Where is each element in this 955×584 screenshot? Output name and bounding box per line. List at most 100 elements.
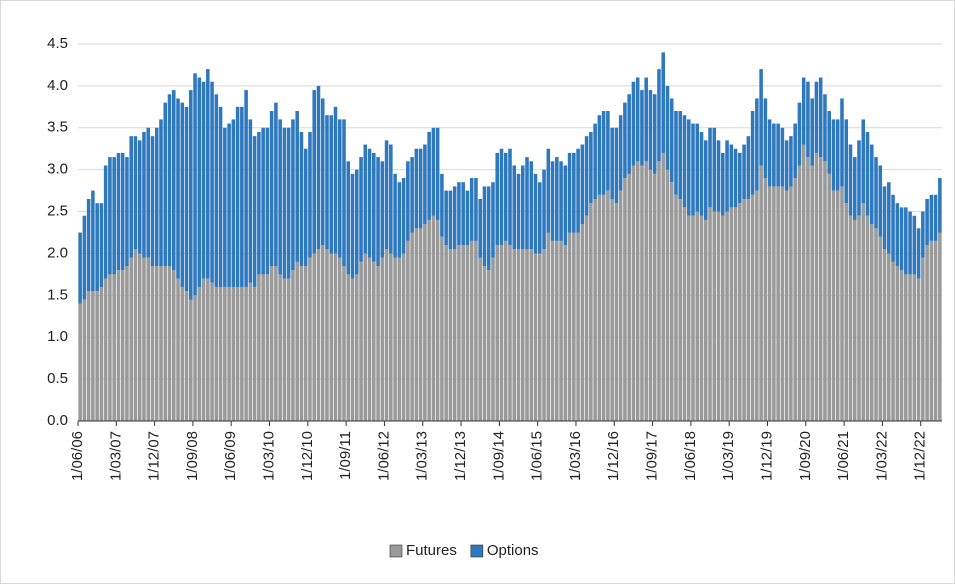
bar-segment bbox=[120, 270, 125, 421]
x-tick-label: 1/06/18 bbox=[682, 431, 699, 481]
bar-segment bbox=[695, 211, 700, 421]
bar-segment bbox=[818, 77, 823, 158]
bar-segment bbox=[193, 73, 197, 296]
bar-segment bbox=[665, 169, 670, 421]
bar-segment bbox=[461, 182, 465, 246]
bar-segment bbox=[423, 224, 427, 421]
bar-segment bbox=[206, 278, 210, 421]
bar-segment bbox=[337, 119, 342, 258]
bar-segment bbox=[359, 157, 363, 262]
bar-segment bbox=[733, 148, 738, 208]
bar-segment bbox=[691, 215, 695, 421]
bar-segment bbox=[363, 144, 368, 254]
bar-segment bbox=[559, 161, 563, 241]
bar-segment bbox=[316, 85, 321, 250]
bar-segment bbox=[274, 266, 278, 421]
bar-segment bbox=[695, 123, 700, 212]
bar-segment bbox=[308, 131, 312, 258]
bar-segment bbox=[750, 111, 755, 195]
y-tick-label: 2.5 bbox=[47, 203, 68, 220]
bar-segment bbox=[112, 157, 116, 275]
bar-segment bbox=[874, 157, 878, 229]
bar-segment bbox=[435, 127, 440, 220]
bar-segment bbox=[938, 178, 942, 233]
bar-segment bbox=[661, 52, 665, 153]
bar-segment bbox=[844, 119, 849, 204]
bar-segment bbox=[129, 136, 133, 258]
bar-segment bbox=[465, 245, 470, 421]
bar-segment bbox=[359, 261, 363, 421]
bar-segment bbox=[904, 207, 908, 275]
bar-segment bbox=[265, 127, 270, 275]
bar-segment bbox=[240, 286, 244, 421]
bar-segment bbox=[806, 81, 810, 158]
bar-segment bbox=[704, 140, 708, 220]
bar-segment bbox=[520, 165, 525, 250]
bar-segment bbox=[231, 119, 236, 287]
bar-segment bbox=[742, 198, 746, 421]
bar-segment bbox=[525, 157, 529, 250]
x-tick-label: 1/12/16 bbox=[605, 431, 622, 481]
bar-segment bbox=[486, 186, 491, 271]
bar-segment bbox=[133, 249, 138, 421]
legend-swatch bbox=[470, 544, 484, 558]
bar-segment bbox=[193, 295, 197, 421]
bar-segment bbox=[635, 77, 640, 162]
bar-segment bbox=[397, 257, 402, 421]
bar-segment bbox=[329, 115, 334, 254]
bar-segment bbox=[346, 274, 351, 421]
bar-segment bbox=[125, 266, 129, 421]
bar-segment bbox=[576, 232, 580, 421]
bar-segment bbox=[869, 224, 874, 421]
bar-segment bbox=[580, 224, 585, 421]
bar-segment bbox=[384, 249, 389, 421]
bar-segment bbox=[231, 286, 236, 421]
bar-segment bbox=[389, 253, 393, 421]
bar-segment bbox=[171, 90, 176, 271]
bar-segment bbox=[904, 274, 908, 421]
bar-segment bbox=[146, 127, 151, 258]
bar-segment bbox=[235, 106, 240, 287]
bar-segment bbox=[810, 165, 814, 421]
bar-segment bbox=[908, 274, 912, 421]
bar-segment bbox=[82, 215, 87, 300]
bar-segment bbox=[508, 245, 512, 421]
bar-segment bbox=[912, 274, 917, 421]
bar-segment bbox=[159, 266, 163, 421]
bar-segment bbox=[218, 106, 223, 287]
bar-segment bbox=[725, 211, 729, 421]
bar-segment bbox=[355, 169, 359, 275]
bar-segment bbox=[852, 157, 857, 220]
bar-segment bbox=[746, 198, 751, 421]
bar-segment bbox=[376, 157, 380, 267]
bar-segment bbox=[555, 157, 559, 241]
bar-segment bbox=[346, 161, 351, 275]
bar-segment bbox=[891, 194, 895, 262]
bar-segment bbox=[814, 81, 819, 153]
bar-segment bbox=[648, 169, 653, 421]
bar-segment bbox=[584, 215, 589, 421]
bar-segment bbox=[137, 140, 142, 254]
bar-segment bbox=[597, 194, 602, 421]
bar-segment bbox=[154, 127, 159, 267]
bar-segment bbox=[350, 278, 355, 421]
bar-segment bbox=[108, 274, 112, 421]
x-tick-label: 1/06/09 bbox=[222, 431, 239, 481]
bar-segment bbox=[686, 119, 691, 216]
y-tick-label: 0.0 bbox=[47, 412, 68, 429]
bar-segment bbox=[478, 257, 482, 421]
bar-segment bbox=[380, 257, 385, 421]
bar-segment bbox=[414, 228, 419, 421]
bar-segment bbox=[793, 123, 797, 179]
bar-segment bbox=[252, 136, 257, 287]
bar-segment bbox=[742, 144, 746, 199]
y-tick-label: 1.5 bbox=[47, 286, 68, 303]
bar-segment bbox=[176, 98, 180, 279]
x-tick-label: 1/03/07 bbox=[107, 431, 124, 481]
bar-segment bbox=[823, 161, 827, 422]
bar-segment bbox=[516, 249, 521, 421]
bar-segment bbox=[129, 257, 133, 421]
bar-segment bbox=[925, 198, 929, 246]
bar-segment bbox=[393, 257, 397, 421]
bar-segment bbox=[789, 136, 793, 187]
